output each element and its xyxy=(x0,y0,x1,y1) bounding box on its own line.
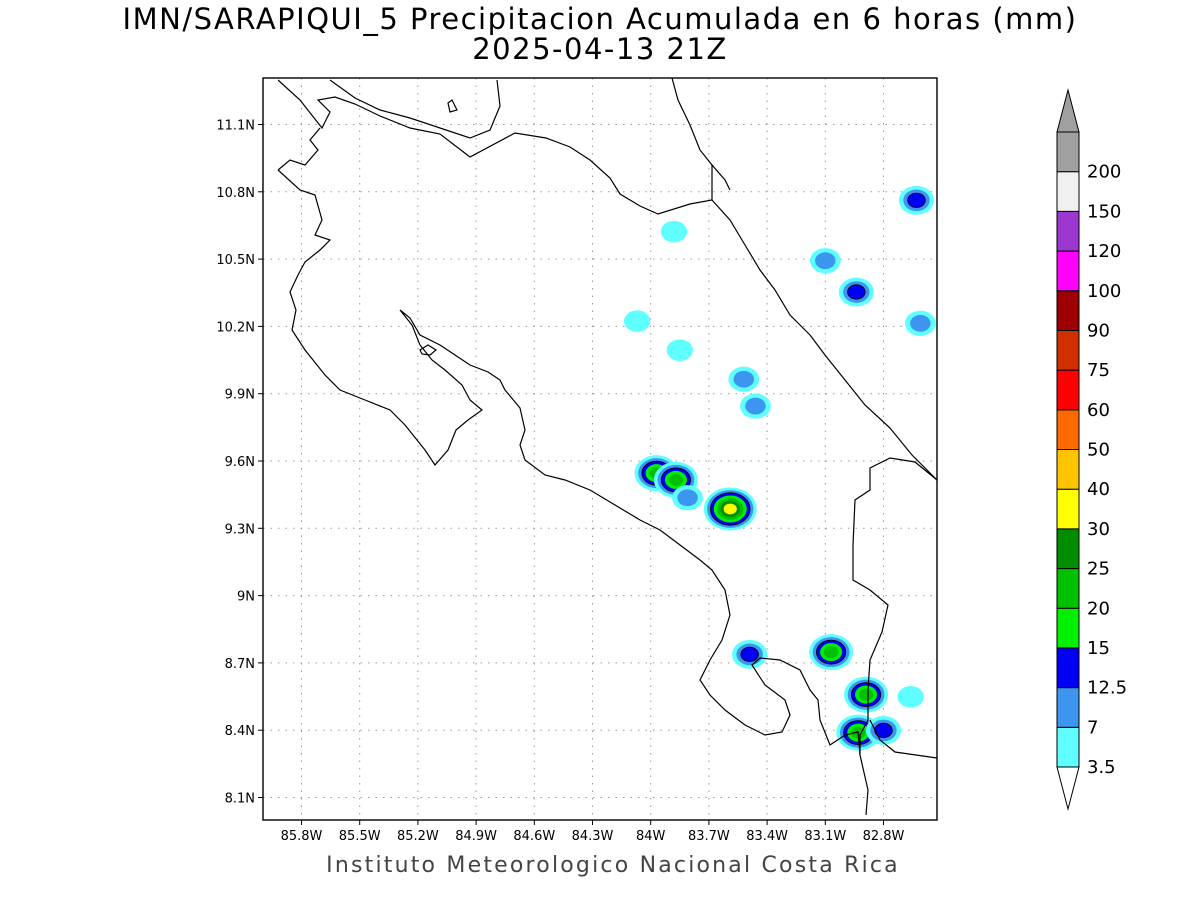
lat-tick-label: 8.7N xyxy=(225,657,255,672)
lon-tick-label: 85.2W xyxy=(397,829,439,844)
lon-tick-label: 84.9W xyxy=(455,829,497,844)
colorbar-segment xyxy=(1056,568,1080,609)
colorbar-label: 25 xyxy=(1087,559,1110,580)
colorbar-segment xyxy=(1056,647,1080,689)
colorbar-label: 100 xyxy=(1087,281,1121,302)
precip-cell xyxy=(732,639,768,669)
colorbar-label: 120 xyxy=(1087,241,1121,262)
colorbar-segment xyxy=(1056,409,1080,450)
colorbar-label: 40 xyxy=(1087,479,1110,500)
colorbar-segment xyxy=(1056,210,1080,252)
precip-cell xyxy=(809,248,841,274)
precip-contour xyxy=(910,314,931,332)
precip-contour xyxy=(677,489,698,507)
lon-tick-label: 84W xyxy=(636,829,666,844)
colorbar-label: 20 xyxy=(1087,598,1110,619)
lon-tick-label: 83.4W xyxy=(746,829,788,844)
colorbar: 3.5 7 12.5 15 20 25 30 40 50 60 75 90 100 120 150 200 xyxy=(1056,88,1127,811)
colorbar-label: 30 xyxy=(1087,519,1110,540)
colorbar-segment xyxy=(1056,528,1080,570)
precip-cell xyxy=(897,686,924,708)
colorbar-label: 75 xyxy=(1087,360,1110,381)
credit-text: Instituto Meteorologico Nacional Costa R… xyxy=(326,853,900,878)
precip-contour xyxy=(660,220,688,243)
colorbar-label: 200 xyxy=(1087,162,1121,183)
lon-tick-label: 85.8W xyxy=(281,829,323,844)
precip-contour xyxy=(897,686,924,708)
colorbar-label: 50 xyxy=(1087,440,1110,461)
lat-tick-label: 9.3N xyxy=(225,522,255,537)
colorbar-segment xyxy=(1056,329,1080,371)
precip-cell xyxy=(844,676,889,713)
precip-cell xyxy=(809,634,854,671)
lon-axis: 85.8W 85.5W 85.2W 84.9W 84.6W 84.3W 84W 83.7W 83… xyxy=(281,820,905,844)
map-datetime: 2025-04-13 21Z xyxy=(472,32,728,66)
lat-tick-label: 8.4N xyxy=(225,724,255,739)
colorbar-segment xyxy=(1056,171,1080,212)
lon-tick-label: 85.5W xyxy=(339,829,381,844)
precip-contour xyxy=(623,310,651,332)
lon-tick-label: 84.3W xyxy=(572,829,614,844)
colorbar-label: 90 xyxy=(1087,320,1110,341)
precip-cell xyxy=(660,220,688,243)
precip-contour xyxy=(858,688,874,701)
lon-tick-label: 83.1W xyxy=(804,829,846,844)
lat-tick-label: 8.1N xyxy=(225,792,255,807)
lon-tick-label: 84.6W xyxy=(513,829,555,844)
colorbar-label: 3.5 xyxy=(1087,757,1116,778)
precip-contour xyxy=(907,192,926,208)
precip-contour xyxy=(847,284,866,300)
precip-cell xyxy=(703,487,757,531)
colorbar-label: 12.5 xyxy=(1087,678,1127,699)
precip-cell xyxy=(728,366,760,392)
precip-contour xyxy=(740,646,759,662)
lat-tick-label: 9N xyxy=(237,590,255,605)
colorbar-segment xyxy=(1056,687,1080,728)
precip-cell xyxy=(623,310,651,332)
coastlines xyxy=(277,77,938,816)
colorbar-label: 15 xyxy=(1087,638,1110,659)
colorbar-label: 7 xyxy=(1087,717,1098,738)
precip-cell xyxy=(672,485,703,511)
lat-axis: 11.1N 10.8N 10.5N 10.2N 9.9N 9.6N 9.3N 9N 8.7N 8.… xyxy=(216,119,263,807)
colorbar-segment xyxy=(1056,250,1080,292)
lon-tick-label: 83.7W xyxy=(688,829,730,844)
lat-tick-label: 10.8N xyxy=(216,186,255,201)
colorbar-segment xyxy=(1056,607,1080,649)
colorbar-segment xyxy=(1056,369,1080,411)
map-frame xyxy=(262,77,938,821)
colorbar-segment xyxy=(1056,449,1080,490)
map-area xyxy=(263,78,937,820)
precip-contour xyxy=(666,339,693,361)
colorbar-segment xyxy=(1056,131,1080,173)
lat-tick-label: 10.5N xyxy=(216,253,255,268)
lat-tick-label: 11.1N xyxy=(216,119,255,134)
precip-contour xyxy=(733,370,755,388)
colorbar-label: 150 xyxy=(1087,201,1121,222)
precip-cell xyxy=(904,310,936,336)
precip-contour xyxy=(668,473,684,486)
colorbar-min-arrow xyxy=(1056,766,1080,811)
precip-contour xyxy=(823,646,839,659)
lat-tick-label: 10.2N xyxy=(216,320,255,335)
colorbar-segment xyxy=(1056,488,1080,530)
map-title: IMN/SARAPIQUI_5 Precipitacion Acumulada … xyxy=(122,2,1078,36)
colorbar-label: 60 xyxy=(1087,400,1110,421)
precip-cell xyxy=(666,339,693,361)
lon-tick-label: 82.8W xyxy=(863,829,905,844)
colorbar-max-arrow xyxy=(1056,88,1080,133)
precip-cell xyxy=(740,393,771,419)
colorbar-segment xyxy=(1056,726,1080,768)
precip-cell xyxy=(838,277,874,307)
precip-contour xyxy=(745,397,766,415)
precip-contour xyxy=(815,252,836,270)
precip-layer xyxy=(623,185,936,751)
precip-cell xyxy=(898,185,935,215)
lat-tick-label: 9.9N xyxy=(225,388,255,403)
precip-cell xyxy=(865,716,902,745)
precip-contour xyxy=(723,503,737,515)
lat-tick-label: 9.6N xyxy=(225,455,255,470)
colorbar-segment xyxy=(1056,290,1080,331)
